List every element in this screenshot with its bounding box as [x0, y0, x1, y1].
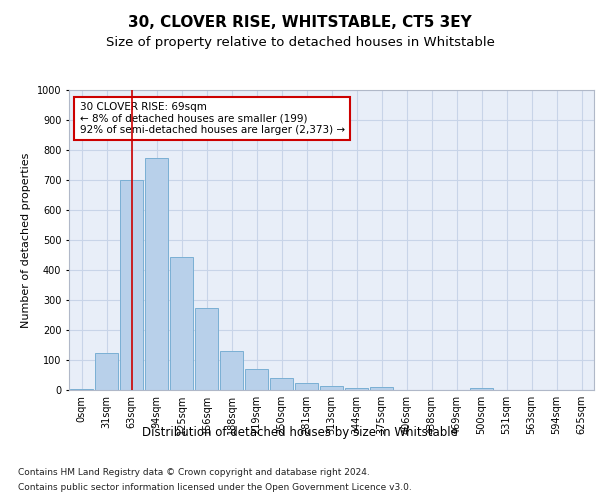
- Text: 30 CLOVER RISE: 69sqm
← 8% of detached houses are smaller (199)
92% of semi-deta: 30 CLOVER RISE: 69sqm ← 8% of detached h…: [79, 102, 344, 135]
- Y-axis label: Number of detached properties: Number of detached properties: [22, 152, 31, 328]
- Bar: [145, 158, 169, 390]
- Bar: [95, 352, 118, 390]
- Bar: [170, 257, 193, 390]
- Text: Size of property relative to detached houses in Whitstable: Size of property relative to detached ho…: [106, 36, 494, 49]
- Bar: [344, 388, 368, 390]
- Bar: [194, 308, 218, 390]
- Bar: [70, 388, 94, 390]
- Bar: [269, 378, 293, 390]
- Bar: [245, 369, 268, 390]
- Bar: [320, 386, 343, 390]
- Bar: [295, 384, 319, 390]
- Bar: [370, 387, 394, 390]
- Text: Distribution of detached houses by size in Whitstable: Distribution of detached houses by size …: [142, 426, 458, 439]
- Bar: [220, 351, 244, 390]
- Bar: [470, 388, 493, 390]
- Text: 30, CLOVER RISE, WHITSTABLE, CT5 3EY: 30, CLOVER RISE, WHITSTABLE, CT5 3EY: [128, 15, 472, 30]
- Text: Contains HM Land Registry data © Crown copyright and database right 2024.: Contains HM Land Registry data © Crown c…: [18, 468, 370, 477]
- Bar: [119, 180, 143, 390]
- Text: Contains public sector information licensed under the Open Government Licence v3: Contains public sector information licen…: [18, 483, 412, 492]
